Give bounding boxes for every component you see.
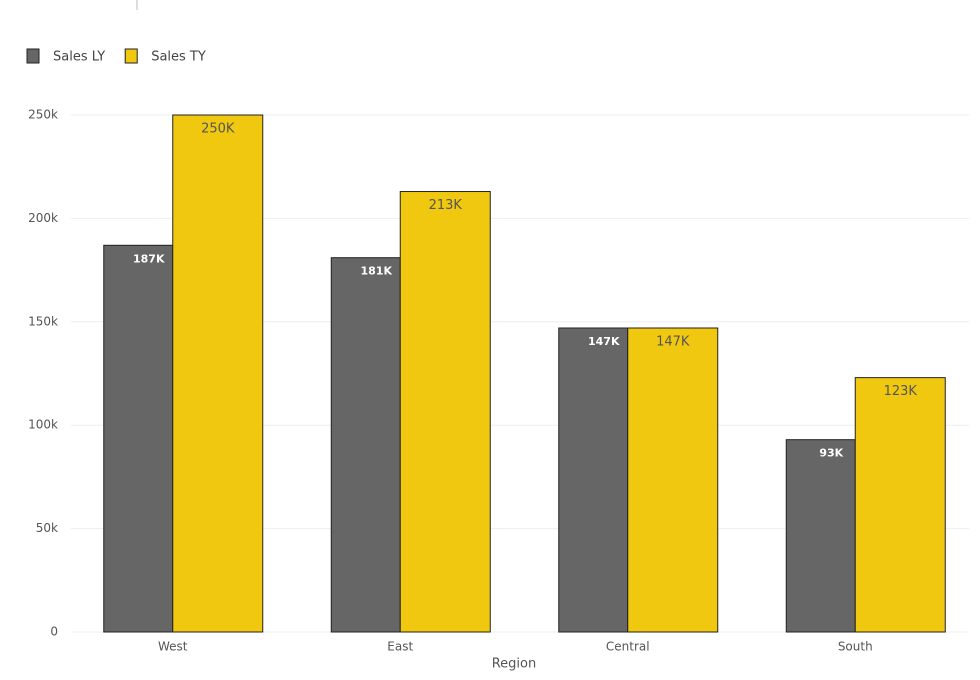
bar (103, 244, 174, 633)
bar (627, 327, 719, 633)
x-tick-label: Central (606, 640, 650, 654)
data-label: 147K (588, 335, 620, 348)
x-tick-label: South (838, 640, 873, 654)
y-tick-label: 50k (36, 521, 58, 535)
data-label: 93K (819, 447, 843, 460)
x-axis-title: Region (492, 657, 537, 672)
y-tick-label: 0 (50, 625, 58, 639)
bar (330, 257, 401, 633)
data-label: 187K (133, 252, 165, 265)
data-label: 250K (201, 122, 235, 137)
bar (172, 114, 264, 633)
data-label: 181K (361, 265, 393, 278)
bar (785, 439, 856, 633)
x-tick-label: West (158, 640, 188, 654)
y-tick-label: 250k (28, 108, 58, 122)
legend-label: Sales TY (151, 50, 206, 65)
x-tick-label: East (387, 640, 413, 654)
y-tick-label: 100k (28, 418, 58, 432)
bar (854, 377, 946, 633)
bar (399, 191, 491, 633)
y-tick-label: 200k (28, 211, 58, 225)
legend-swatch (124, 48, 138, 64)
y-tick-label: 150k (28, 314, 58, 328)
data-label: 147K (656, 335, 690, 350)
data-label: 213K (429, 198, 463, 213)
legend-swatch (26, 48, 40, 64)
legend-label: Sales LY (53, 50, 105, 65)
bar (558, 327, 629, 633)
data-label: 123K (884, 384, 918, 399)
